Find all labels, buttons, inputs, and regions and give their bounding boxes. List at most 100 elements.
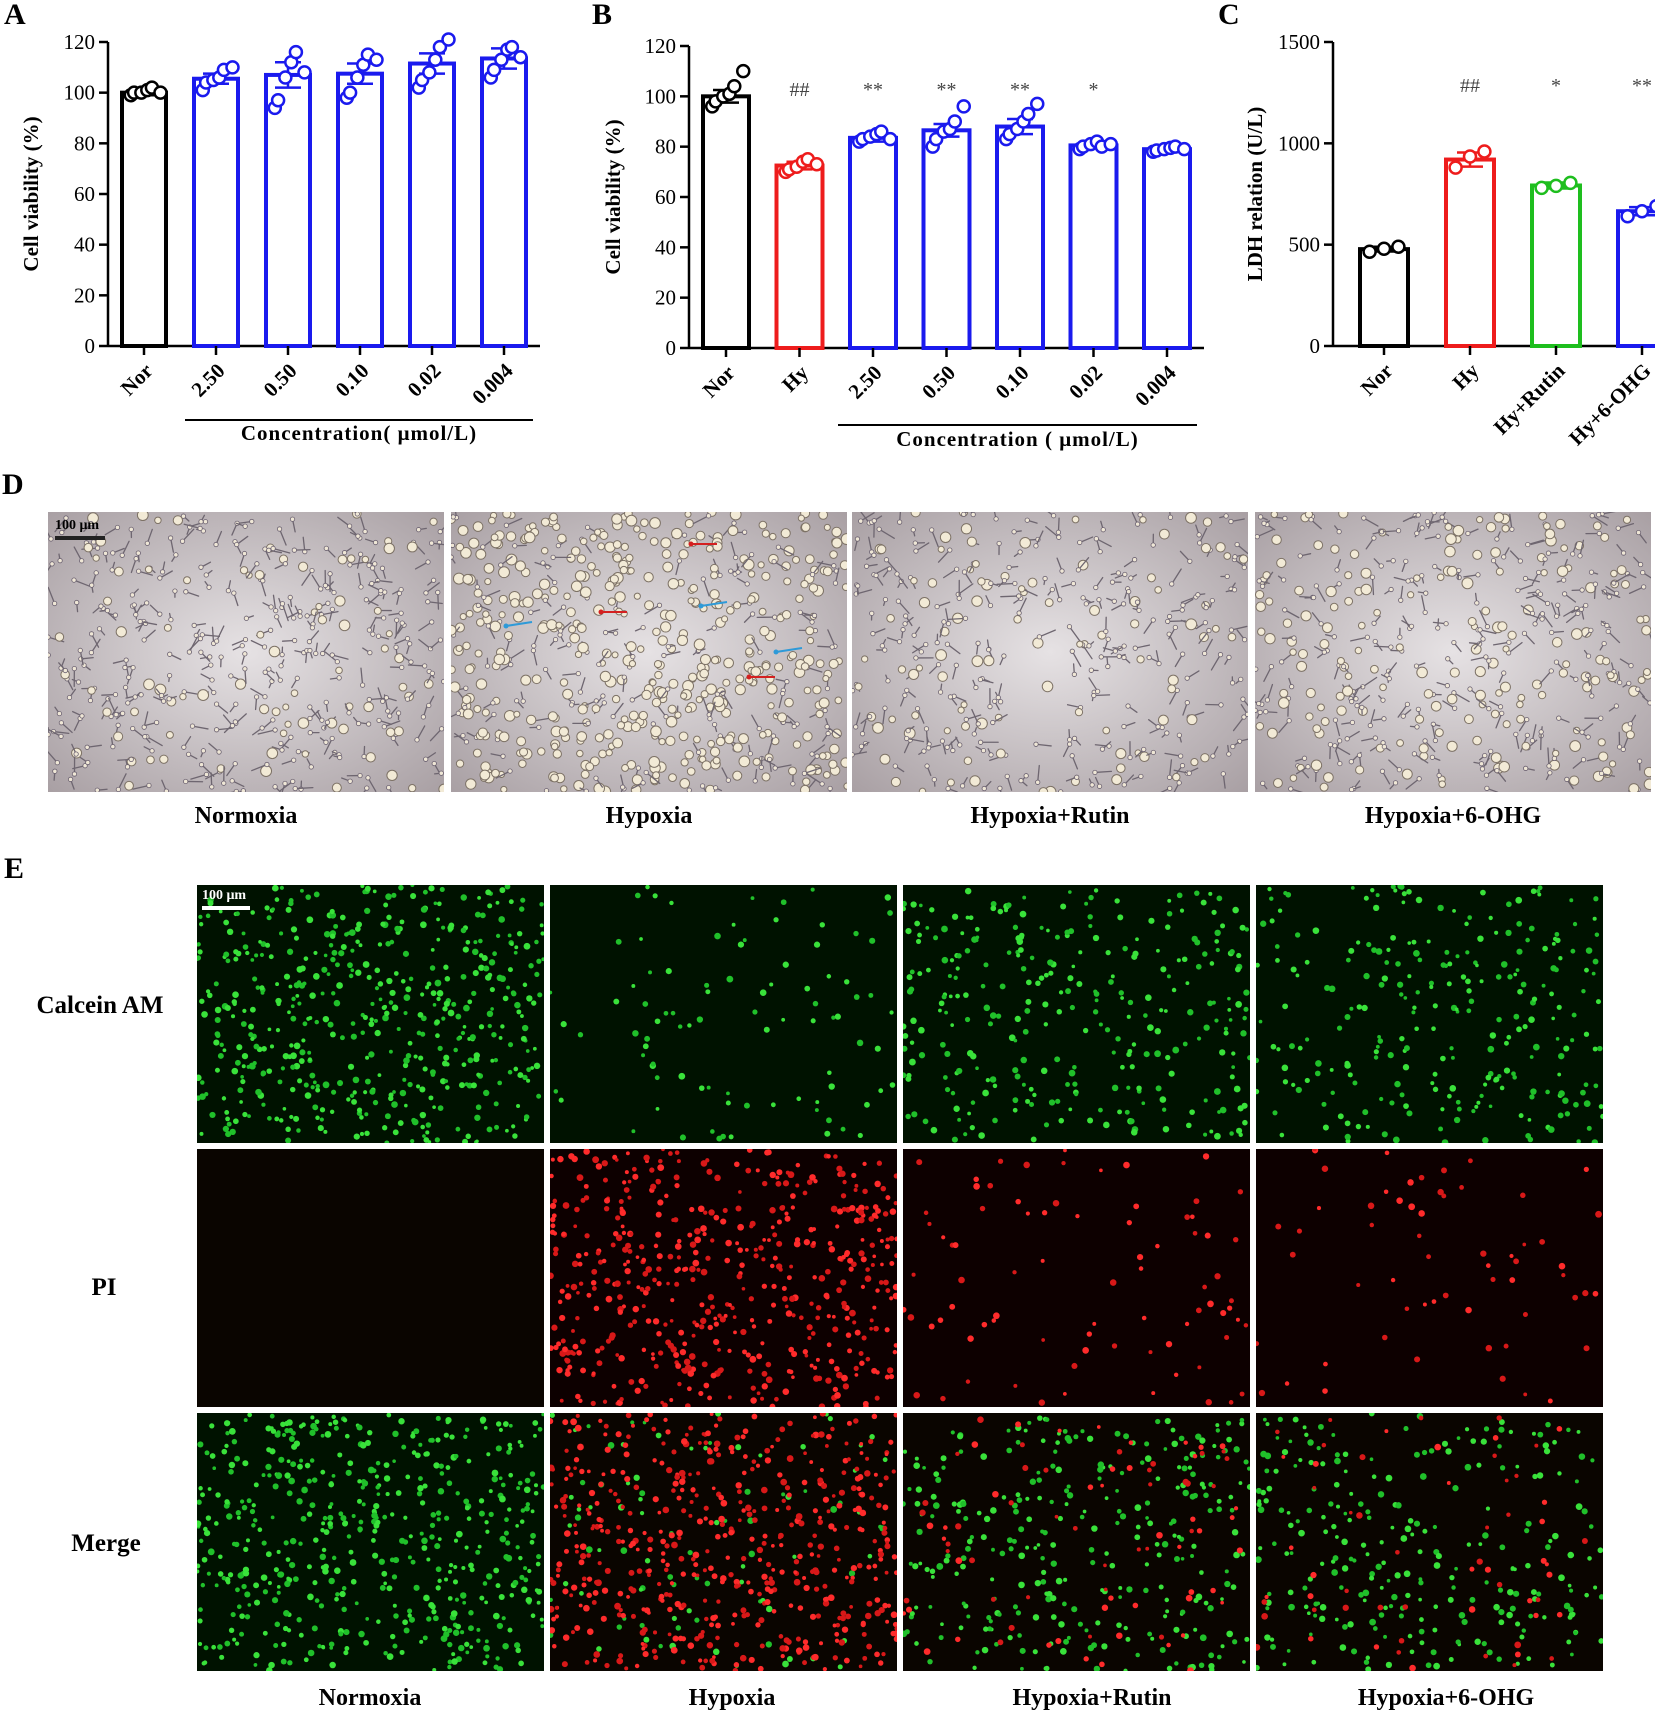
green-cell <box>333 923 339 929</box>
green-cell <box>214 1031 221 1037</box>
green-cell <box>670 1010 676 1016</box>
green-cell <box>1530 1088 1537 1095</box>
cell <box>1004 773 1010 779</box>
red-cell <box>853 1188 858 1193</box>
green-cell <box>1564 1111 1571 1117</box>
cell <box>1446 693 1458 705</box>
y-tick-label: 0 <box>85 334 96 358</box>
red-cell <box>677 1381 682 1387</box>
cell <box>282 780 288 787</box>
green-cell <box>293 1042 301 1050</box>
cell-process <box>191 725 209 730</box>
cell <box>563 592 571 601</box>
green-cell <box>497 1080 503 1086</box>
green-cell <box>391 892 397 898</box>
red-cell <box>889 1296 894 1301</box>
cell <box>1044 598 1054 608</box>
cell <box>1155 724 1161 730</box>
cell <box>1024 517 1030 523</box>
green-cell <box>491 1032 497 1038</box>
green-cell <box>1078 950 1083 955</box>
green-cell <box>1516 1026 1522 1033</box>
cell <box>828 658 839 669</box>
red-cell <box>601 1160 608 1167</box>
cell <box>282 561 288 567</box>
red-cell <box>1441 1193 1447 1199</box>
cell <box>518 759 527 768</box>
cell-process <box>996 582 1016 585</box>
red-cell <box>710 1304 715 1310</box>
cell <box>1549 629 1555 636</box>
green-cell <box>359 1131 364 1136</box>
cell <box>1611 580 1617 586</box>
red-cell <box>858 1217 865 1224</box>
cell <box>1297 649 1308 660</box>
green-cell <box>317 1125 324 1132</box>
cell <box>549 585 559 595</box>
cell <box>386 769 398 782</box>
cell-process <box>383 720 401 728</box>
cell <box>611 513 623 525</box>
cell-process <box>702 697 710 716</box>
green-cell <box>1214 929 1221 937</box>
red-cell <box>760 1341 765 1346</box>
cell <box>946 778 955 787</box>
green-cell <box>889 1010 894 1015</box>
red-cell <box>650 1356 656 1361</box>
green-cell <box>508 899 514 905</box>
cell <box>1282 607 1288 613</box>
cell <box>451 554 454 560</box>
cell <box>1507 630 1517 640</box>
cell <box>1069 753 1075 759</box>
cell <box>514 698 520 704</box>
cell <box>1121 643 1127 649</box>
y-tick-label: 0 <box>666 336 677 360</box>
green-cell <box>1390 934 1396 941</box>
green-cell <box>329 1109 335 1114</box>
cell <box>788 766 797 776</box>
green-cell <box>1349 1006 1354 1011</box>
green-cell <box>410 893 417 900</box>
green-cell <box>441 925 446 930</box>
red-cell <box>849 1204 856 1212</box>
green-cell <box>1143 1013 1148 1018</box>
green-cell <box>1441 1139 1449 1143</box>
green-cell <box>641 1053 646 1058</box>
green-cell <box>1203 1098 1208 1103</box>
cell <box>123 657 129 663</box>
cell <box>1304 512 1314 519</box>
cell <box>1349 786 1355 792</box>
green-cell <box>1466 1008 1472 1014</box>
green-cell <box>1203 1132 1208 1137</box>
red-cell <box>1547 1398 1553 1404</box>
cell-process <box>505 517 523 526</box>
green-cell <box>1185 981 1190 986</box>
bar-0.50 <box>264 72 312 349</box>
cell <box>792 555 801 564</box>
cell-process <box>1495 712 1503 729</box>
green-cell <box>385 941 391 947</box>
green-cell <box>471 990 477 997</box>
red-cell <box>682 1341 688 1347</box>
x-category-label: Nor <box>1356 359 1398 401</box>
pi-image-hypoxia-rutin <box>903 1149 1250 1407</box>
cell <box>1337 760 1343 767</box>
cell <box>853 724 859 730</box>
cell <box>761 571 771 581</box>
cell <box>1435 625 1441 631</box>
cell-process <box>200 763 215 777</box>
panel-letter-e: E <box>4 852 25 885</box>
cell <box>665 609 677 622</box>
green-cell <box>831 1015 836 1020</box>
green-cell <box>1558 1090 1565 1097</box>
data-point <box>1362 244 1377 260</box>
cell <box>1472 735 1482 746</box>
cell <box>1259 583 1266 589</box>
bar-Nor <box>1358 247 1410 348</box>
cell <box>941 619 947 625</box>
cell <box>630 654 636 660</box>
green-cell <box>226 928 234 936</box>
cell <box>777 712 788 723</box>
green-cell <box>1411 939 1417 945</box>
cell <box>369 565 376 571</box>
